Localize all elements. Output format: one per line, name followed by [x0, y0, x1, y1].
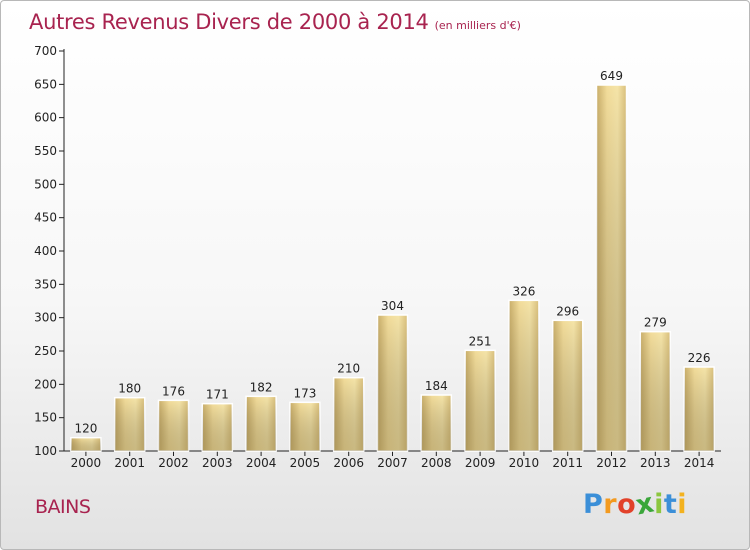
bar-shade — [465, 350, 496, 451]
bar-shade — [684, 367, 715, 451]
y-tick-label: 250 — [34, 344, 57, 358]
bar-2005 — [289, 401, 321, 452]
bar-shade — [508, 300, 539, 451]
bar-2004 — [245, 395, 277, 452]
data-label-2004: 182 — [250, 380, 273, 394]
bar-2003 — [201, 402, 234, 452]
logo-letter: i — [654, 489, 664, 520]
bar-shade — [333, 377, 364, 451]
y-tick-label: 100 — [34, 444, 57, 458]
bar-2011 — [551, 319, 584, 452]
bar-shade — [70, 437, 101, 451]
bar-2001 — [113, 396, 146, 452]
data-label-2014: 226 — [688, 351, 711, 365]
y-tick-label: 600 — [34, 111, 57, 125]
bar-2002 — [157, 399, 190, 452]
bar-shade — [640, 331, 671, 451]
chart-bars — [70, 84, 715, 452]
logo-letter: i — [677, 489, 688, 520]
bar-shade — [158, 400, 189, 451]
logo-letter: o — [617, 489, 637, 520]
data-label-2013: 279 — [644, 316, 667, 330]
x-tick-label: 2008 — [421, 456, 452, 470]
data-label-2001: 180 — [118, 382, 141, 396]
data-label-2003: 171 — [206, 388, 229, 402]
logo-letter: r — [603, 489, 618, 520]
y-tick-label: 700 — [34, 44, 57, 58]
data-label-2012: 649 — [600, 69, 623, 83]
bar-shade — [202, 403, 233, 451]
x-tick-label: 2007 — [377, 456, 408, 470]
bar-shade — [377, 315, 408, 451]
logo-letter: t — [663, 489, 678, 520]
x-tick-label: 2011 — [552, 456, 583, 470]
y-tick-label: 200 — [34, 377, 57, 391]
bar-shade — [246, 396, 277, 451]
data-label-2010: 326 — [512, 284, 535, 298]
bar-shade — [421, 395, 452, 451]
bar-shade — [596, 85, 627, 451]
x-tick-label: 2000 — [71, 456, 102, 470]
data-label-2006: 210 — [337, 362, 360, 376]
x-tick-label: 2006 — [333, 456, 364, 470]
y-tick-label: 450 — [34, 211, 57, 225]
x-tick-label: 2002 — [158, 456, 189, 470]
town-name: BAINS — [35, 496, 91, 518]
data-label-2002: 176 — [162, 384, 185, 398]
bar-2000 — [70, 436, 102, 452]
y-tick-label: 150 — [34, 411, 57, 425]
y-tick-label: 650 — [34, 77, 57, 91]
logo-letter: P — [583, 489, 604, 520]
bar-2006 — [332, 376, 365, 452]
chart-axes: 100 150 200 250 300 350 400 450 500 550 600 650 700 2… — [34, 44, 721, 470]
x-tick-label: 2004 — [246, 456, 277, 470]
data-label-2005: 173 — [293, 386, 316, 400]
bar-2009 — [464, 349, 496, 452]
x-tick-label: 2001 — [114, 456, 145, 470]
bar-2014 — [683, 366, 715, 452]
proxiti-logo: Proxiti — [583, 487, 688, 521]
data-label-2008: 184 — [425, 379, 448, 393]
chart-unit-note: (en milliers d'€) — [434, 19, 521, 32]
chart-data-labels: 120 180 176 171 182 173 210 304 184 251 326 296 649 2… — [74, 69, 710, 436]
data-label-2011: 296 — [556, 304, 579, 318]
bar-shade — [289, 402, 320, 451]
x-tick-label: 2012 — [596, 456, 627, 470]
data-label-2007: 304 — [381, 299, 404, 313]
x-tick-label: 2010 — [509, 456, 540, 470]
y-tick-label: 550 — [34, 144, 57, 158]
data-label-2000: 120 — [74, 422, 97, 436]
bar-2012 — [595, 84, 628, 452]
x-tick-label: 2009 — [465, 456, 496, 470]
x-tick-label: 2003 — [202, 456, 233, 470]
bar-2008 — [420, 394, 453, 452]
bar-shade — [552, 320, 583, 451]
bar-shade — [114, 397, 145, 451]
data-label-2009: 251 — [469, 334, 492, 348]
x-tick-label: 2013 — [640, 456, 671, 470]
bar-2007 — [376, 314, 409, 452]
bar-2013 — [639, 330, 672, 452]
x-tick-label: 2014 — [684, 456, 715, 470]
bar-2010 — [508, 299, 540, 452]
chart-title: Autres Revenus Divers de 2000 à 2014 (en … — [29, 10, 521, 34]
y-tick-label: 500 — [34, 177, 57, 191]
y-tick-label: 350 — [34, 277, 57, 291]
x-tick-label: 2005 — [290, 456, 321, 470]
y-tick-label: 400 — [34, 244, 57, 258]
y-tick-label: 300 — [34, 311, 57, 325]
chart-title-text: Autres Revenus Divers de 2000 à 2014 — [29, 10, 429, 34]
